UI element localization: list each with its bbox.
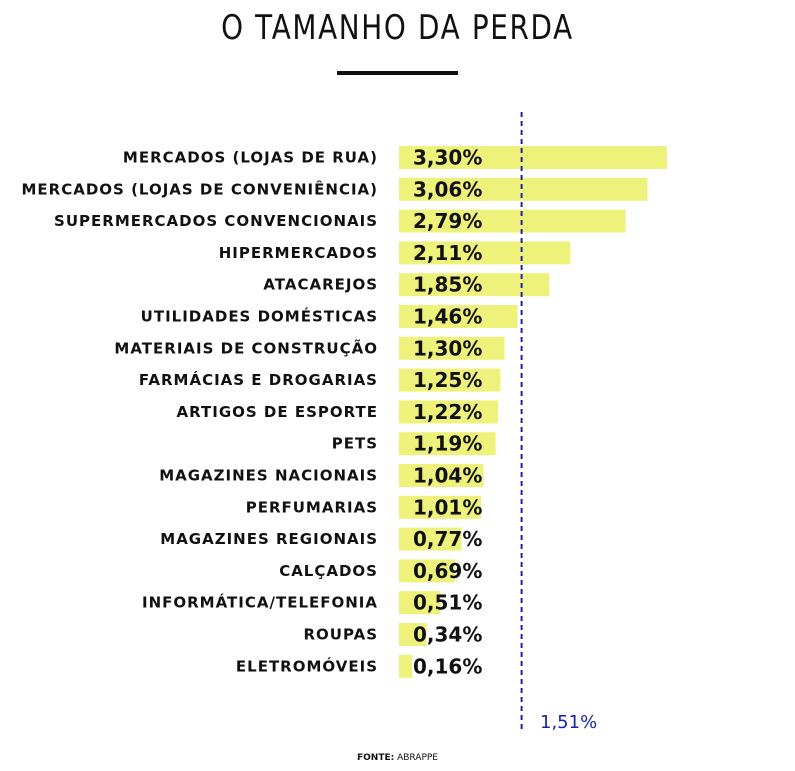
value-label: 1,04% — [413, 464, 482, 488]
value-label: 1,01% — [413, 495, 482, 519]
value-label: 1,19% — [413, 432, 482, 456]
category-label: ROUPAS — [303, 626, 378, 644]
bar — [399, 559, 456, 583]
category-label: INFORMÁTICA/TELEFONIA — [142, 593, 378, 612]
category-label: ELETROMÓVEIS — [236, 656, 378, 675]
bar — [399, 591, 441, 615]
title-underline — [337, 71, 458, 75]
category-label: MAGAZINES REGIONAIS — [160, 530, 378, 548]
category-label: ARTIGOS DE ESPORTE — [177, 403, 378, 421]
bars-group — [399, 146, 667, 678]
bar — [399, 177, 648, 201]
value-label: 3,06% — [413, 177, 482, 201]
category-label: CALÇADOS — [279, 562, 378, 580]
average-reference-label: 1,51% — [540, 712, 597, 733]
value-label: 1,30% — [413, 336, 482, 360]
category-labels-group: MERCADOS (LOJAS DE RUA) MERCADOS (LOJAS D… — [22, 149, 379, 676]
value-label: 0,77% — [413, 527, 482, 551]
bar — [399, 400, 499, 424]
bar — [399, 495, 482, 519]
category-label: UTILIDADES DOMÉSTICAS — [141, 307, 378, 326]
value-label: 1,46% — [413, 305, 482, 329]
bar — [399, 146, 667, 169]
category-label: SUPERMERCADOS CONVENCIONAIS — [54, 212, 378, 230]
category-label: MERCADOS (LOJAS DE RUA) — [123, 149, 378, 167]
value-label: 1,85% — [413, 273, 482, 297]
source-note: FONTE: ABRAPPE — [0, 753, 795, 763]
value-label: 2,11% — [413, 241, 482, 265]
category-label: PETS — [332, 435, 378, 453]
bar — [399, 527, 462, 551]
category-label: ATACAREJOS — [263, 276, 378, 294]
bar — [399, 432, 496, 456]
value-label: 0,16% — [413, 654, 482, 678]
value-label: 3,30% — [413, 146, 482, 170]
bar — [399, 209, 626, 233]
bar — [399, 623, 427, 646]
bar — [399, 654, 412, 678]
category-label: PERFUMARIAS — [246, 498, 378, 516]
bar — [399, 464, 484, 487]
value-label: 0,69% — [413, 559, 482, 583]
chart-title: O TAMANHO DA PERDA — [221, 8, 574, 48]
value-label: 1,22% — [413, 400, 482, 424]
bar — [399, 305, 518, 328]
source-label: FONTE: — [356, 753, 395, 763]
category-label: HIPERMERCADOS — [219, 244, 378, 262]
value-label: 0,34% — [413, 623, 482, 647]
category-label: FARMÁCIAS E DROGARIAS — [139, 370, 378, 389]
category-label: MAGAZINES NACIONAIS — [159, 467, 378, 485]
category-label: MATERIAIS DE CONSTRUÇÃO — [114, 338, 378, 357]
value-label: 1,25% — [413, 368, 482, 392]
bar — [399, 273, 550, 297]
value-labels-group: 3,30% 3,06% 2,79% 2,11% 1,85% 1,46% 1,30% 1,25%… — [413, 146, 482, 679]
category-label: MERCADOS (LOJAS DE CONVENIÊNCIA) — [22, 179, 379, 198]
bar — [399, 368, 501, 392]
source-value: ABRAPPE — [397, 753, 438, 763]
value-label: 2,79% — [413, 209, 482, 233]
bar — [399, 241, 571, 265]
bar — [399, 336, 505, 360]
value-label: 0,51% — [413, 591, 482, 615]
